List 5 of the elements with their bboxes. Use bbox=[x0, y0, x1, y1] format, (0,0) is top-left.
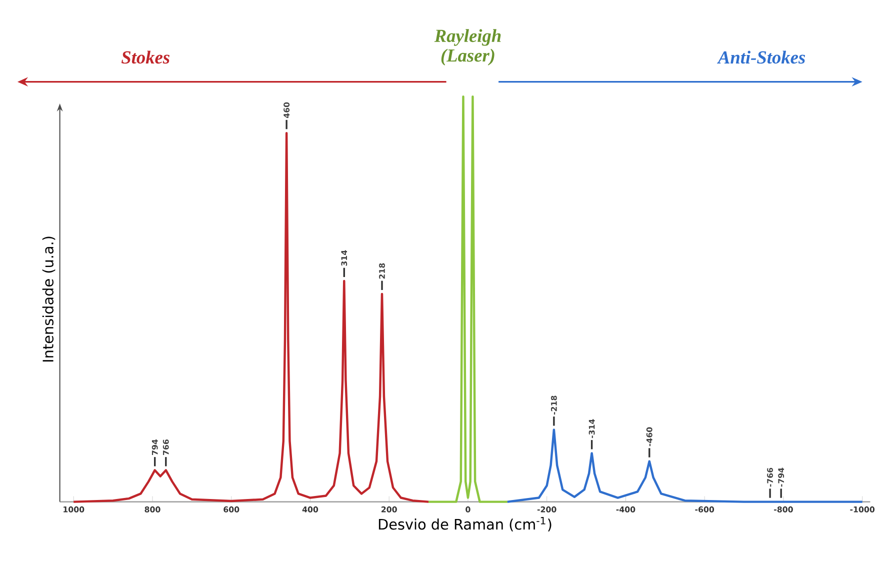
text: Anti-Stokes bbox=[717, 50, 806, 64]
x-axis-title: Desvio de Raman (cm$^{-1}$) bbox=[378, 517, 552, 532]
y-axis-title: Intensidade (u.a.) bbox=[42, 236, 56, 362]
text: Stokes bbox=[121, 50, 170, 64]
text: Rayleigh (Laser) bbox=[434, 29, 501, 66]
